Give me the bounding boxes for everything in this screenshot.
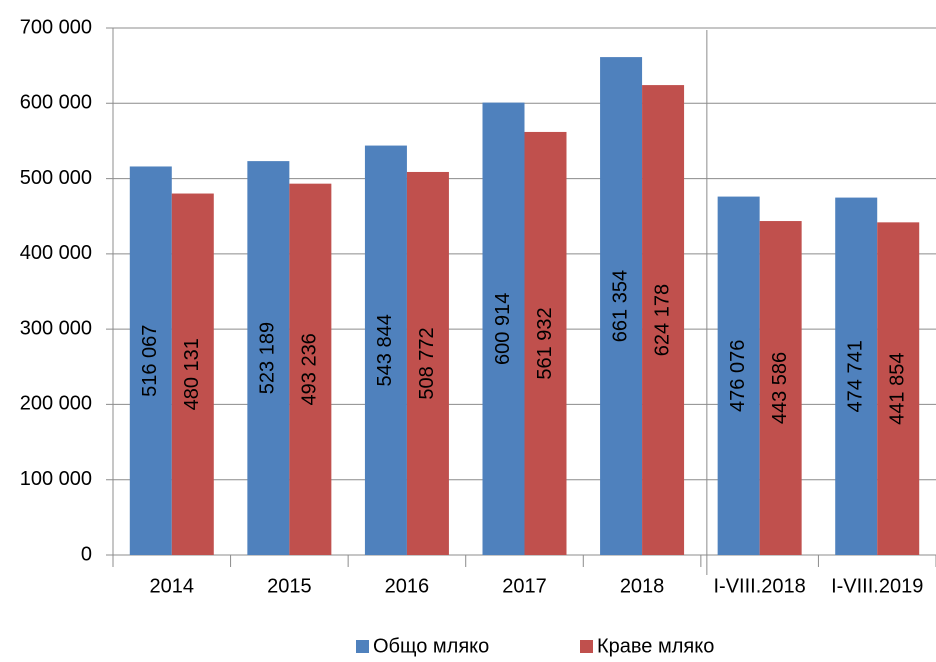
data-label: 516 067 <box>139 325 161 397</box>
bar <box>171 193 214 555</box>
bar <box>600 57 643 556</box>
y-tick-label: 600 000 <box>20 92 92 114</box>
bar <box>835 197 878 556</box>
bar <box>759 221 802 556</box>
data-label: 476 076 <box>727 340 749 412</box>
data-label: 624 178 <box>651 284 673 356</box>
bar <box>247 161 290 556</box>
y-tick-label: 700 000 <box>20 16 92 38</box>
bar <box>289 183 332 555</box>
y-tick-label: 200 000 <box>20 393 92 415</box>
data-label: 508 772 <box>416 327 438 399</box>
data-label: 441 854 <box>886 353 908 425</box>
bar <box>524 131 567 555</box>
data-label: 561 932 <box>534 307 556 379</box>
x-tick-label: 2017 <box>502 575 547 597</box>
bar <box>129 166 172 555</box>
data-label: 543 844 <box>374 314 396 386</box>
x-tick-label: I-VIII.2019 <box>831 575 923 597</box>
bar <box>717 196 760 556</box>
x-tick-label: 2015 <box>267 575 312 597</box>
x-tick-label: 2016 <box>385 575 430 597</box>
y-tick-label: 500 000 <box>20 167 92 189</box>
data-label: 523 189 <box>257 322 279 394</box>
y-tick-label: 400 000 <box>20 242 92 264</box>
bar <box>364 145 407 555</box>
bar <box>642 85 685 556</box>
data-label: 480 131 <box>181 338 203 410</box>
bar <box>482 102 525 556</box>
x-tick-label: 2018 <box>620 575 665 597</box>
legend-swatch <box>580 640 593 653</box>
bar <box>877 222 920 556</box>
data-label: 661 354 <box>609 270 631 342</box>
x-tick-label: I-VIII.2018 <box>714 575 806 597</box>
bar <box>406 171 449 556</box>
legend-swatch <box>356 640 369 653</box>
data-label: 600 914 <box>492 293 514 365</box>
data-label: 493 236 <box>299 333 321 405</box>
legend-label: Краве мляко <box>597 635 714 657</box>
legend-label: Общо мляко <box>373 635 489 657</box>
y-tick-label: 100 000 <box>20 468 92 490</box>
data-label: 474 741 <box>844 340 866 412</box>
y-tick-label: 0 <box>81 543 92 565</box>
data-label: 443 586 <box>769 352 791 424</box>
y-tick-label: 300 000 <box>20 317 92 339</box>
x-tick-label: 2014 <box>150 575 195 597</box>
